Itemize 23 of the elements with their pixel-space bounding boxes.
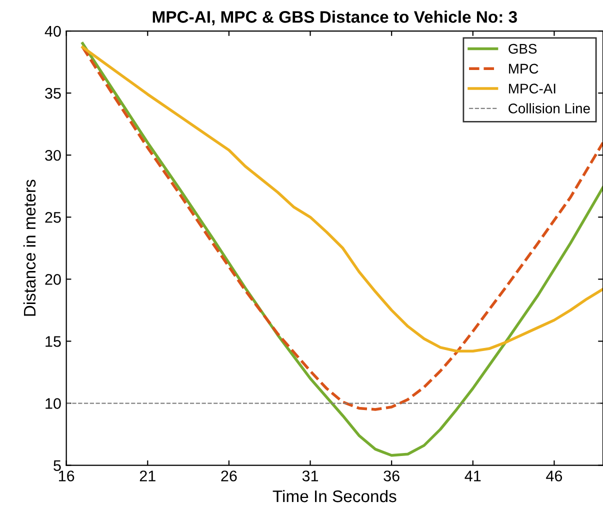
y-tick-label: 25	[45, 212, 61, 223]
x-tick-label: 16	[59, 470, 74, 482]
x-tick-label: 26	[221, 470, 237, 482]
x-tick-label: 46	[546, 470, 562, 482]
y-tick-label: 15	[46, 336, 61, 347]
x-tick-label: 31	[302, 470, 318, 482]
y-tick-label: 20	[45, 274, 61, 285]
y-tick-label: 30	[45, 150, 61, 161]
y-tick-label: 40	[44, 26, 61, 37]
y-tick-label: 5	[54, 460, 61, 471]
y-axis-title: Distance in meters	[23, 180, 36, 316]
line-series	[81, 46, 603, 353]
x-axis-title: Time In Seconds	[272, 490, 396, 502]
legend-label: MPC	[509, 64, 538, 74]
legend-label: GBS	[508, 44, 537, 54]
x-tick-label: 36	[384, 470, 400, 482]
x-tick-label: 21	[140, 470, 156, 482]
y-tick-label: 10	[46, 398, 61, 409]
legend-label: Collision Line	[508, 103, 590, 114]
y-tick-label: 35	[45, 88, 61, 99]
legend-label: MPC-AI	[509, 84, 556, 94]
chart-title: MPC-AI, MPC & GBS Distance to Vehicle No: 3	[152, 10, 517, 26]
x-tick-label: 41	[464, 470, 481, 482]
